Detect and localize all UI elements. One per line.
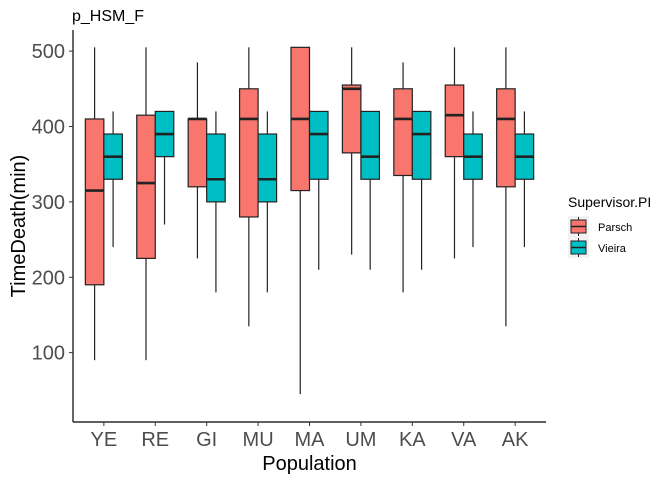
y-tick-label: 400 [32,116,65,138]
legend-title: Supervisor.PI [568,194,651,210]
box-KA-Parsch [393,62,413,293]
box-body [238,88,259,218]
legend-label: Vieira [598,243,627,255]
box-VA-Vieira [463,111,483,248]
legend-keys: Parsch Vieira [568,216,632,258]
legend: Supervisor.PI Parsch Vieira [568,194,651,258]
box-VA-Parsch [444,47,465,259]
box-UM-Vieira [360,110,381,270]
y-tick-label: 100 [32,343,65,365]
x-tick-label: RE [141,429,169,451]
box-AK-Parsch [496,47,516,327]
x-tick-label: VA [451,429,477,451]
box-body [308,110,329,180]
legend-label: Parsch [598,222,632,234]
box-body [411,110,432,180]
box-body [496,88,516,188]
legend-key-Parsch: Parsch [568,216,632,237]
x-tick-label: MU [243,429,274,451]
box-YE-Parsch [84,47,105,361]
boxes-layer [84,46,535,395]
box-GI-Vieira [206,111,226,293]
box-MU-Vieira [257,111,278,293]
y-ticks: 100 200 300 400 500 [32,41,73,365]
box-MU-Parsch [238,47,259,327]
box-body [206,133,226,203]
box-body [187,118,208,188]
box-YE-Vieira [103,111,123,248]
box-body [84,118,105,286]
y-tick-label: 300 [32,192,65,214]
x-tick-label: AK [502,429,529,451]
box-UM-Parsch [341,47,362,255]
box-body [257,133,278,203]
box-MA-Parsch [290,46,311,395]
box-MA-Vieira [308,110,329,270]
box-body [393,88,413,177]
x-tick-label: GI [196,429,217,451]
box-AK-Vieira [514,111,535,248]
box-body [444,84,465,158]
box-body [360,110,381,180]
box-body [341,84,362,154]
box-RE-Vieira [154,110,175,225]
y-tick-label: 500 [32,41,65,63]
chart-title: p_HSM_F [72,8,144,25]
legend-key-Vieira: Vieira [568,237,627,258]
x-axis-label: Population [262,453,357,475]
x-tick-label: MA [295,429,326,451]
x-tick-label: YE [91,429,118,451]
x-tick-label: KA [399,429,426,451]
y-tick-label: 200 [32,267,65,289]
x-ticks: YE RE GI MU MA UM KA VA AK [91,422,529,451]
box-GI-Parsch [187,62,208,259]
box-RE-Parsch [136,47,156,361]
box-KA-Vieira [411,110,432,270]
box-body [136,114,156,260]
y-axis-label: TimeDeath(min) [8,155,30,298]
x-tick-label: UM [345,429,376,451]
